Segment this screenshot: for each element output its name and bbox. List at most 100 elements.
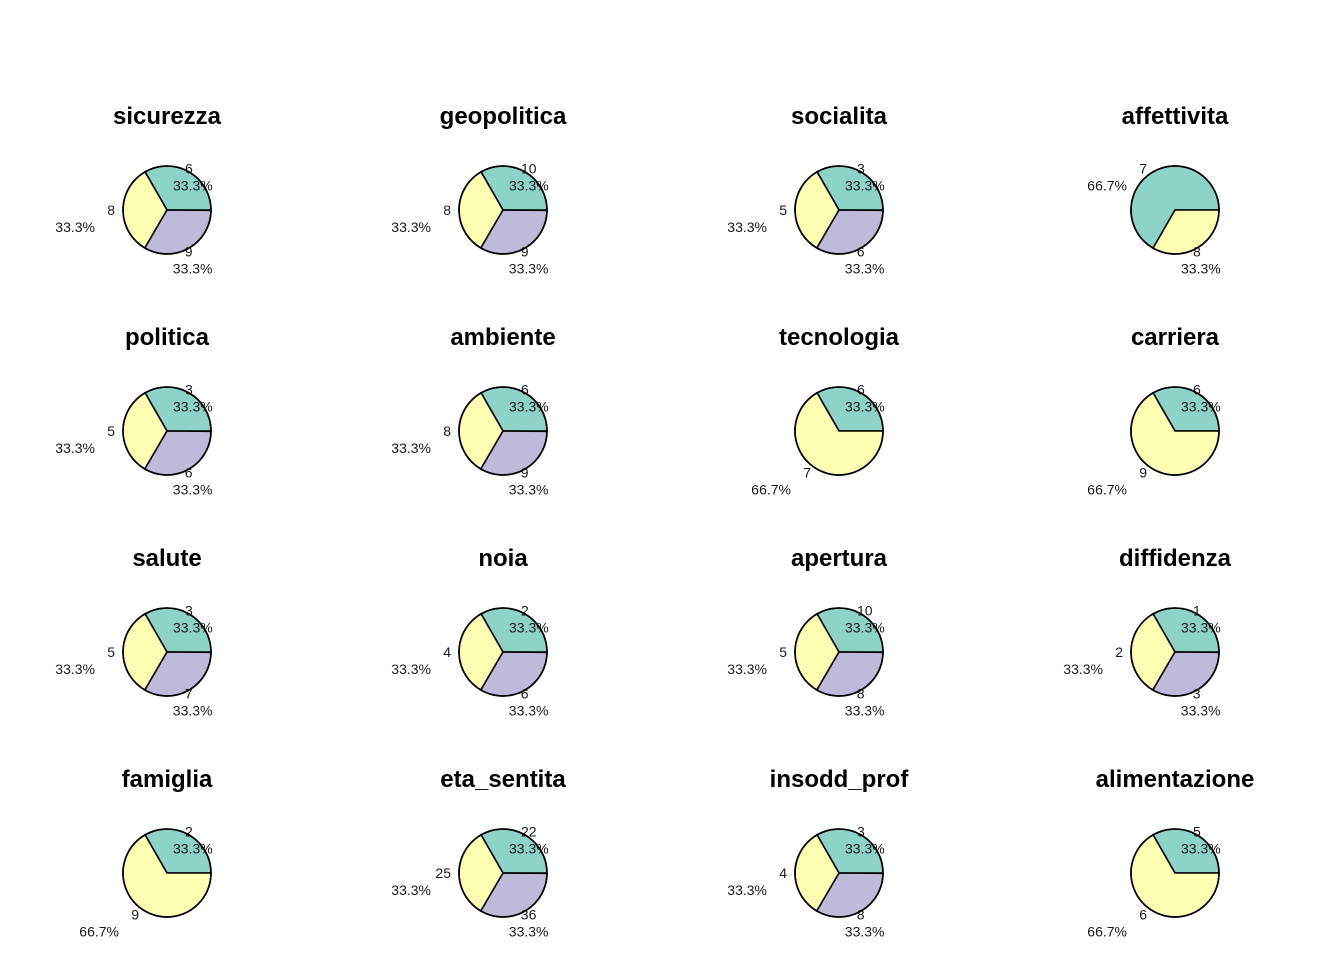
pie-value-label: 8 xyxy=(1193,244,1201,260)
pie-percent-label: 33.3% xyxy=(845,924,885,940)
pie-value-label: 8 xyxy=(443,423,451,439)
pie-title: socialita xyxy=(791,103,888,130)
pie-percent-label: 33.3% xyxy=(173,482,213,498)
pie-percent-label: 33.3% xyxy=(1181,841,1221,857)
pie-percent-label: 33.3% xyxy=(845,399,885,415)
pie-outline xyxy=(794,165,884,255)
pie-value-label: 6 xyxy=(857,382,865,398)
pie-outline xyxy=(794,607,884,697)
pie-percent-label: 33.3% xyxy=(845,703,885,719)
pie-outline xyxy=(794,828,884,918)
pie-value-label: 8 xyxy=(857,907,865,923)
pie-value-label: 7 xyxy=(803,465,811,481)
pie-value-label: 3 xyxy=(857,161,865,177)
pie-value-label: 2 xyxy=(1115,644,1123,660)
pie-chart-carriera: carriera 633.3% 9 66.7% xyxy=(1087,324,1220,498)
pie-value-label: 9 xyxy=(185,244,193,260)
pie-outline xyxy=(1130,165,1220,255)
pie-title: sicurezza xyxy=(113,103,222,130)
pie-value-label: 3 xyxy=(185,382,193,398)
pie-value-label: 6 xyxy=(521,686,529,702)
pie-percent-label: 33.3% xyxy=(173,620,213,636)
pie-percent-label: 33.3% xyxy=(391,440,431,456)
pie-title: eta_sentita xyxy=(440,766,566,793)
pie-percent-label: 33.3% xyxy=(391,219,431,235)
pie-percent-label: 66.7% xyxy=(79,924,119,940)
pie-outline xyxy=(458,607,548,697)
pie-percent-label: 33.3% xyxy=(173,178,213,194)
pie-value-label: 9 xyxy=(131,907,139,923)
pie-value-label: 5 xyxy=(779,644,787,660)
pie-percent-label: 33.3% xyxy=(509,924,549,940)
pie-title: famiglia xyxy=(122,766,213,793)
pie-value-label: 1 xyxy=(1193,603,1201,619)
pie-percent-label: 66.7% xyxy=(751,482,791,498)
pie-value-label: 6 xyxy=(521,382,529,398)
pie-outline xyxy=(458,165,548,255)
pie-value-label: 6 xyxy=(857,244,865,260)
pie-title: alimentazione xyxy=(1096,766,1255,793)
pie-value-label: 5 xyxy=(1193,824,1201,840)
pie-percent-label: 33.3% xyxy=(845,841,885,857)
pie-value-label: 2 xyxy=(521,603,529,619)
pie-percent-label: 33.3% xyxy=(509,178,549,194)
pie-title: carriera xyxy=(1131,324,1220,351)
pie-percent-label: 33.3% xyxy=(391,661,431,677)
pie-percent-label: 33.3% xyxy=(173,261,213,277)
pie-percent-label: 33.3% xyxy=(509,399,549,415)
pie-outline xyxy=(1130,386,1220,476)
pie-value-label: 6 xyxy=(1193,382,1201,398)
pie-value-label: 9 xyxy=(521,244,529,260)
pie-percent-label: 33.3% xyxy=(509,841,549,857)
pie-value-label: 9 xyxy=(521,465,529,481)
pie-percent-label: 33.3% xyxy=(727,219,767,235)
pie-percent-label: 33.3% xyxy=(173,703,213,719)
pie-value-label: 6 xyxy=(1139,907,1147,923)
pie-title: noia xyxy=(478,545,528,572)
pie-value-label: 7 xyxy=(1139,161,1147,177)
pie-percent-label: 33.3% xyxy=(509,703,549,719)
pie-chart-famiglia: famiglia 233.3% 9 66.7% xyxy=(79,766,213,940)
pie-outline xyxy=(122,165,212,255)
pie-chart-affettivita: affettivita 7 66.7% 833.3% xyxy=(1087,103,1229,277)
pie-percent-label: 33.3% xyxy=(845,261,885,277)
pie-percent-label: 33.3% xyxy=(1181,399,1221,415)
pie-value-label: 5 xyxy=(107,644,115,660)
pie-percent-label: 33.3% xyxy=(727,882,767,898)
pie-percent-label: 33.3% xyxy=(509,620,549,636)
pie-title: politica xyxy=(125,324,210,351)
pie-percent-label: 33.3% xyxy=(845,620,885,636)
pie-percent-label: 33.3% xyxy=(845,178,885,194)
pie-value-label: 4 xyxy=(443,644,451,660)
pie-title: apertura xyxy=(791,545,888,572)
pie-percent-label: 33.3% xyxy=(1063,661,1103,677)
pie-outline xyxy=(1130,828,1220,918)
pie-title: insodd_prof xyxy=(770,766,910,793)
pie-percent-label: 66.7% xyxy=(1087,178,1127,194)
pie-chart-alimentazione: alimentazione 533.3% 6 66.7% xyxy=(1087,766,1254,940)
pie-value-label: 6 xyxy=(185,465,193,481)
pie-title: geopolitica xyxy=(440,103,567,130)
pie-chart-tecnologia: tecnologia 633.3% 7 66.7% xyxy=(751,324,899,498)
pie-value-label: 25 xyxy=(435,865,451,881)
pie-percent-label: 33.3% xyxy=(55,661,95,677)
pie-value-label: 5 xyxy=(779,202,787,218)
pie-outline xyxy=(122,386,212,476)
pie-percent-label: 66.7% xyxy=(1087,924,1127,940)
pie-percent-label: 33.3% xyxy=(1181,703,1221,719)
pie-value-label: 8 xyxy=(857,686,865,702)
pie-percent-label: 33.3% xyxy=(173,841,213,857)
pie-title: salute xyxy=(132,545,201,572)
pie-value-label: 3 xyxy=(1193,686,1201,702)
pie-title: tecnologia xyxy=(779,324,900,351)
pie-percent-label: 33.3% xyxy=(509,482,549,498)
pie-title: diffidenza xyxy=(1119,545,1232,572)
